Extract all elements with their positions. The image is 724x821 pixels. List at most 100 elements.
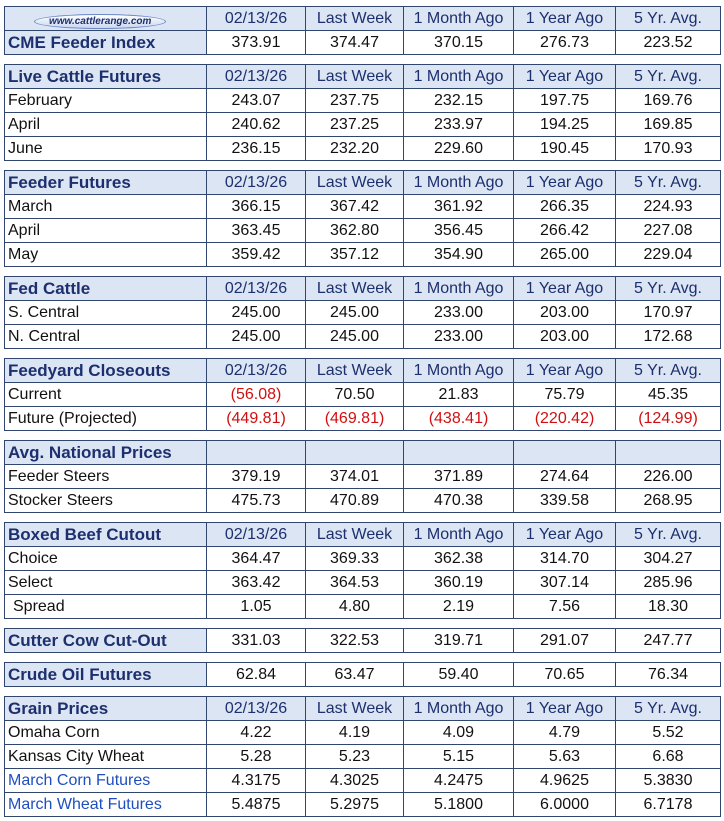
value-cell: 5.63: [513, 744, 616, 769]
data-row: N. Central 245.00 245.00 233.00 203.00 172.68: [4, 324, 721, 349]
row-label: N. Central: [4, 324, 207, 349]
column-header: 1 Year Ago: [513, 358, 616, 383]
value-cell: 379.19: [206, 464, 306, 489]
data-row: April 240.62 237.25 233.97 194.25 169.85: [4, 112, 721, 137]
section-title-row: Avg. National Prices: [4, 440, 721, 465]
value-cell: 240.62: [206, 112, 306, 137]
row-label: Kansas City Wheat: [4, 744, 207, 769]
value-cell: (469.81): [305, 406, 404, 431]
column-header: 02/13/26: [206, 6, 306, 31]
value-cell: 268.95: [615, 488, 721, 513]
value-cell: 75.79: [513, 382, 616, 407]
data-row: Omaha Corn 4.22 4.19 4.09 4.79 5.52: [4, 720, 721, 745]
data-row: May 359.42 357.12 354.90 265.00 229.04: [4, 242, 721, 267]
value-cell: 170.97: [615, 300, 721, 325]
row-label: April: [4, 218, 207, 243]
section-title: Boxed Beef Cutout: [4, 522, 207, 547]
header-row: www.cattlerange.com 02/13/26 Last Week 1 Mo…: [4, 6, 721, 31]
row-label: March Corn Futures: [4, 768, 207, 793]
value-cell: 1.05: [206, 594, 306, 619]
row-label: February: [4, 88, 207, 113]
column-header: Last Week: [305, 358, 404, 383]
section-title-row: Cutter Cow Cut-Out 331.03 322.53 319.71 291.…: [4, 628, 721, 653]
section-title-row: Boxed Beef Cutout 02/13/26 Last Week 1 Mont…: [4, 522, 721, 547]
column-header: 1 Month Ago: [403, 6, 514, 31]
section-title: CME Feeder Index: [4, 30, 207, 55]
empty-cell: [615, 440, 721, 465]
value-cell: 291.07: [513, 628, 616, 653]
column-header: Last Week: [305, 170, 404, 195]
value-cell: 194.25: [513, 112, 616, 137]
value-cell: 276.73: [513, 30, 616, 55]
empty-cell: [403, 440, 514, 465]
value-cell: 5.28: [206, 744, 306, 769]
row-label: Omaha Corn: [4, 720, 207, 745]
column-header: 02/13/26: [206, 64, 306, 89]
value-cell: 237.25: [305, 112, 404, 137]
value-cell: 245.00: [206, 324, 306, 349]
section-title: Feedyard Closeouts: [4, 358, 207, 383]
table-section: www.cattlerange.com 02/13/26 Last Week 1 Mo…: [4, 6, 721, 55]
row-label: S. Central: [4, 300, 207, 325]
value-cell: 59.40: [403, 662, 514, 687]
value-cell: 274.64: [513, 464, 616, 489]
value-cell: 247.77: [615, 628, 721, 653]
data-row: Kansas City Wheat 5.28 5.23 5.15 5.63 6.68: [4, 744, 721, 769]
value-cell: 357.12: [305, 242, 404, 267]
row-label: March Wheat Futures: [4, 792, 207, 817]
column-header: 1 Month Ago: [403, 522, 514, 547]
column-header: Last Week: [305, 6, 404, 31]
column-header: 02/13/26: [206, 170, 306, 195]
column-header: 1 Month Ago: [403, 358, 514, 383]
value-cell: 245.00: [305, 300, 404, 325]
data-row: Feeder Steers 379.19 374.01 371.89 274.64 226…: [4, 464, 721, 489]
value-cell: 369.33: [305, 546, 404, 571]
value-cell: 367.42: [305, 194, 404, 219]
value-cell: (56.08): [206, 382, 306, 407]
section-title-row: Feeder Futures 02/13/26 Last Week 1 Month A…: [4, 170, 721, 195]
value-cell: 354.90: [403, 242, 514, 267]
value-cell: 370.15: [403, 30, 514, 55]
column-header: 1 Month Ago: [403, 64, 514, 89]
value-cell: 470.89: [305, 488, 404, 513]
table-section: Feeder Futures 02/13/26 Last Week 1 Month A…: [4, 170, 721, 267]
value-cell: (438.41): [403, 406, 514, 431]
value-cell: 70.65: [513, 662, 616, 687]
column-header: 5 Yr. Avg.: [615, 170, 721, 195]
value-cell: 5.1800: [403, 792, 514, 817]
empty-cell: [305, 440, 404, 465]
column-header: 1 Year Ago: [513, 64, 616, 89]
value-cell: 245.00: [206, 300, 306, 325]
column-header: 1 Year Ago: [513, 276, 616, 301]
value-cell: 233.97: [403, 112, 514, 137]
value-cell: 361.92: [403, 194, 514, 219]
value-cell: 5.2975: [305, 792, 404, 817]
row-label: April: [4, 112, 207, 137]
value-cell: 4.09: [403, 720, 514, 745]
section-title-row: Feedyard Closeouts 02/13/26 Last Week 1 Mon…: [4, 358, 721, 383]
column-header: 1 Month Ago: [403, 276, 514, 301]
data-row: Spread 1.05 4.80 2.19 7.56 18.30: [4, 594, 721, 619]
value-cell: 304.27: [615, 546, 721, 571]
value-cell: 70.50: [305, 382, 404, 407]
table-section: Live Cattle Futures 02/13/26 Last Week 1 Mo…: [4, 64, 721, 161]
value-cell: 6.7178: [615, 792, 721, 817]
value-cell: 63.47: [305, 662, 404, 687]
data-row: Select 363.42 364.53 360.19 307.14 285.96: [4, 570, 721, 595]
data-row: Stocker Steers 475.73 470.89 470.38 339.58 26…: [4, 488, 721, 513]
value-cell: 285.96: [615, 570, 721, 595]
data-row: June 236.15 232.20 229.60 190.45 170.93: [4, 136, 721, 161]
value-cell: 170.93: [615, 136, 721, 161]
value-cell: 359.42: [206, 242, 306, 267]
logo: www.cattlerange.com: [34, 13, 167, 29]
column-header: 1 Year Ago: [513, 6, 616, 31]
value-cell: 21.83: [403, 382, 514, 407]
row-label: Future (Projected): [4, 406, 207, 431]
value-cell: 232.15: [403, 88, 514, 113]
row-label: Spread: [4, 594, 207, 619]
column-header: Last Week: [305, 522, 404, 547]
value-cell: 470.38: [403, 488, 514, 513]
data-row: March Corn Futures 4.3175 4.3025 4.2475 4.96…: [4, 768, 721, 793]
value-cell: 319.71: [403, 628, 514, 653]
